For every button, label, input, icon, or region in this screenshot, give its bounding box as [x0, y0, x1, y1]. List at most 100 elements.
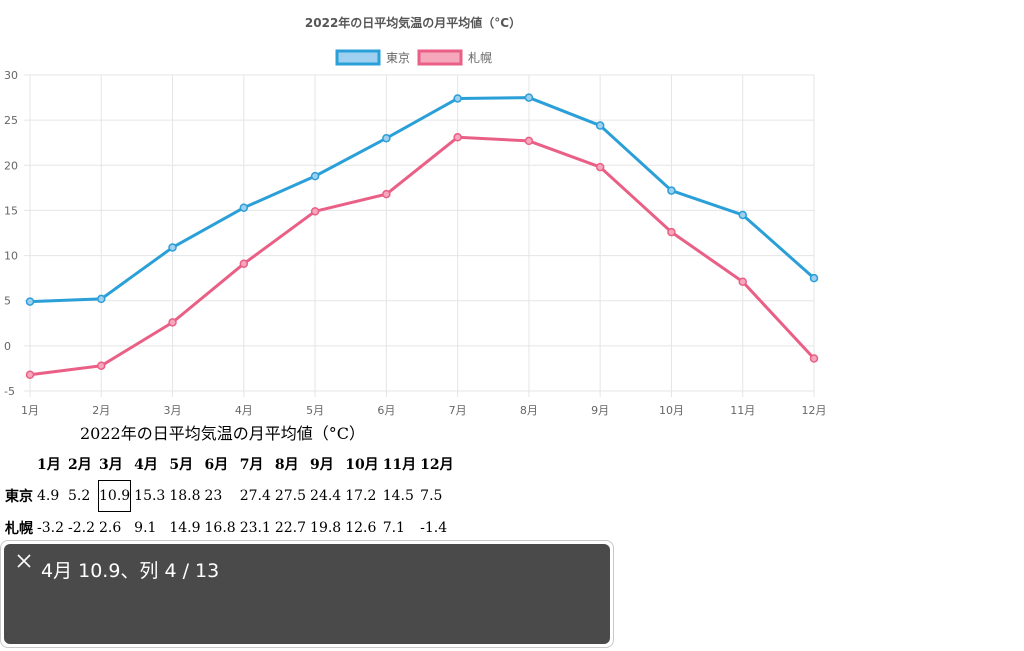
- table-cell[interactable]: 24.4: [310, 488, 342, 504]
- table-cell[interactable]: 2.6: [99, 520, 122, 536]
- x-tick-label: 7月: [449, 404, 467, 417]
- header-corner: [4, 448, 34, 480]
- data-point: [809, 354, 819, 363]
- data-point: [738, 210, 747, 220]
- data-point: [25, 370, 35, 379]
- column-header: 8月: [274, 457, 299, 473]
- data-point: [310, 207, 320, 216]
- table-header-row: 1月 2月 3月 4月 5月 6月 7月 8月 9月 10月 11月 12月: [4, 448, 455, 480]
- table-cell[interactable]: 18.8: [169, 488, 201, 504]
- table-cell[interactable]: 27.5: [274, 488, 307, 504]
- row-header: 札幌: [5, 521, 33, 537]
- table-cell[interactable]: 22.7: [274, 520, 307, 536]
- screen-reader-overlay: 4月 10.9、列 4 / 13: [0, 540, 614, 648]
- table-cell[interactable]: 14.5: [382, 488, 414, 504]
- data-table-section: 2022年の日平均気温の月平均値（°C） 1月 2月 3月 4月 5月 6月 7月 8月 9月 1…: [0, 420, 560, 544]
- x-tick-label: 10月: [659, 404, 684, 417]
- column-header: 4月: [134, 457, 158, 473]
- data-point: [168, 318, 177, 327]
- line-chart: 2022年の日平均気温の月平均値（°C） 東京 札幌 -5 0 5 10 15 20 25 30…: [4, 15, 827, 417]
- row-header: 東京: [5, 489, 33, 505]
- table-cell[interactable]: 14.9: [169, 520, 201, 536]
- chart-legend: 東京 札幌: [335, 49, 492, 66]
- column-header: 5月: [169, 457, 194, 473]
- data-point: [382, 189, 391, 199]
- data-point: [310, 171, 320, 181]
- table-row: 東京 4.9 5.2 10.9 15.3 18.8 23 27.4 27.5 24.4 17.2 14…: [4, 480, 455, 512]
- y-tick-label: 15: [4, 204, 18, 217]
- table-cell[interactable]: -3.2: [37, 520, 64, 536]
- y-tick-label: 5: [4, 295, 11, 308]
- table-cell[interactable]: -2.2: [68, 520, 95, 536]
- data-point: [667, 227, 676, 237]
- table-cell[interactable]: 15.3: [134, 488, 166, 504]
- data-point: [809, 273, 819, 283]
- data-point: [239, 203, 249, 212]
- chart-grid: [24, 74, 815, 397]
- legend-label: 札幌: [468, 50, 492, 65]
- legend-swatch: [335, 49, 381, 66]
- x-tick-label: 4月: [235, 404, 253, 417]
- data-point: [453, 133, 462, 142]
- x-tick-label: 9月: [591, 404, 609, 417]
- table-cell[interactable]: 19.8: [310, 520, 342, 536]
- table-cell[interactable]: 23: [204, 488, 223, 504]
- table-cell[interactable]: 17.2: [345, 488, 377, 504]
- column-header: 11月: [382, 457, 417, 473]
- y-tick-label: -5: [4, 385, 15, 398]
- data-point: [453, 94, 462, 103]
- x-tick-label: 12月: [802, 404, 827, 417]
- legend-label: 東京: [386, 51, 410, 65]
- data-point: [97, 361, 106, 370]
- table-cell[interactable]: 27.4: [239, 488, 271, 504]
- data-point: [595, 121, 605, 130]
- screen-reader-panel: 4月 10.9、列 4 / 13: [4, 544, 610, 644]
- x-axis: 1月 2月 3月 4月 5月 6月 7月 8月 9月 10月 11月 12月: [21, 404, 827, 417]
- y-tick-label: 0: [4, 340, 11, 353]
- table-cell[interactable]: 5.2: [68, 488, 91, 504]
- data-point: [524, 93, 534, 102]
- y-tick-label: 10: [4, 250, 18, 263]
- table-cell[interactable]: -1.4: [420, 520, 448, 536]
- column-header: 1月: [37, 457, 61, 473]
- legend-swatch: [417, 49, 463, 66]
- screen-reader-text: 4月 10.9、列 4 / 13: [41, 560, 220, 582]
- x-tick-label: 5月: [306, 404, 324, 417]
- table-cell[interactable]: 9.1: [134, 520, 157, 536]
- data-point: [667, 186, 676, 195]
- data-point: [738, 277, 747, 287]
- series-line: [29, 135, 816, 377]
- x-tick-label: 1月: [21, 404, 39, 417]
- x-tick-label: 8月: [520, 404, 538, 417]
- column-header: 2月: [68, 457, 92, 473]
- data-point: [168, 243, 177, 252]
- y-axis: -5 0 5 10 15 20 25 30: [4, 69, 18, 398]
- table-caption: 2022年の日平均気温の月平均値（°C）: [80, 424, 365, 443]
- column-header: 3月: [99, 457, 123, 473]
- table-cell[interactable]: 7.5: [420, 488, 443, 504]
- data-point: [97, 294, 106, 304]
- table-cell[interactable]: 4.9: [37, 488, 60, 504]
- table-body: 東京 4.9 5.2 10.9 15.3 18.8 23 27.4 27.5 24.4 17.2 14…: [4, 480, 455, 544]
- data-point: [25, 297, 35, 306]
- table-cell[interactable]: 16.8: [204, 520, 236, 536]
- data-point: [239, 259, 249, 268]
- y-tick-label: 30: [4, 69, 18, 82]
- column-header: 9月: [310, 457, 334, 473]
- x-tick-label: 3月: [164, 404, 182, 417]
- x-tick-label: 6月: [377, 404, 395, 417]
- y-tick-label: 20: [4, 159, 18, 172]
- data-point: [524, 136, 534, 146]
- data-point: [595, 162, 605, 172]
- table-cell[interactable]: 10.9: [98, 480, 132, 512]
- table-row: 札幌 -3.2 -2.2 2.6 9.1 14.9 16.8 23.1 22.7 19.8 12.6…: [4, 512, 455, 544]
- close-icon[interactable]: [15, 552, 33, 570]
- table-cell[interactable]: 23.1: [239, 520, 271, 536]
- series-layer: [25, 93, 819, 379]
- column-header: 7月: [239, 457, 264, 473]
- chart-title: 2022年の日平均気温の月平均値（°C）: [305, 15, 521, 30]
- table-cell[interactable]: 12.6: [345, 520, 377, 536]
- y-tick-label: 25: [4, 114, 18, 127]
- x-tick-label: 2月: [92, 404, 110, 417]
- table-cell[interactable]: 7.1: [382, 520, 405, 536]
